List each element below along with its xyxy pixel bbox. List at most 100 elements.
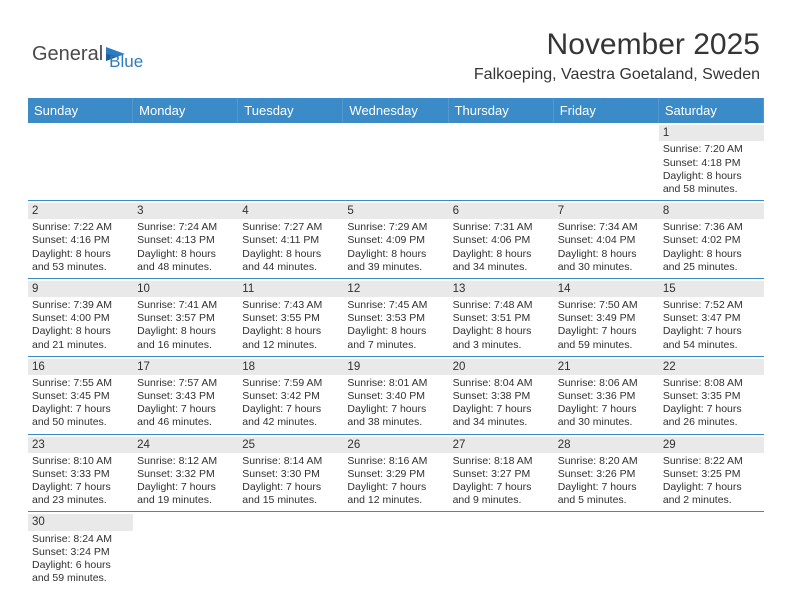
daylight-text: Daylight: 7 hours and 54 minutes. <box>663 325 760 351</box>
sunset-text: Sunset: 3:47 PM <box>663 312 760 325</box>
sunset-text: Sunset: 4:00 PM <box>32 312 129 325</box>
sunset-text: Sunset: 4:02 PM <box>663 234 760 247</box>
calendar-cell: 8 Sunrise: 7:36 AMSunset: 4:02 PMDaylight… <box>659 201 764 278</box>
day-header: Wednesday <box>343 98 448 123</box>
sunrise-text: Sunrise: 8:20 AM <box>558 455 655 468</box>
day-number: 5 <box>343 203 448 219</box>
sunset-text: Sunset: 4:18 PM <box>663 157 760 170</box>
sunrise-text: Sunrise: 7:57 AM <box>137 377 234 390</box>
day-number: 28 <box>554 437 659 453</box>
daylight-text: Daylight: 7 hours and 59 minutes. <box>558 325 655 351</box>
daylight-text: Daylight: 8 hours and 21 minutes. <box>32 325 129 351</box>
calendar-cell: 28Sunrise: 8:20 AMSunset: 3:26 PMDayligh… <box>554 435 659 512</box>
calendar-cell: 13Sunrise: 7:48 AMSunset: 3:51 PMDayligh… <box>449 279 554 356</box>
sunrise-text: Sunrise: 8:18 AM <box>453 455 550 468</box>
daylight-text: Daylight: 8 hours and 25 minutes. <box>663 248 760 274</box>
daylight-text: Daylight: 7 hours and 34 minutes. <box>453 403 550 429</box>
week-row: 2Sunrise: 7:22 AMSunset: 4:16 PMDaylight… <box>28 201 764 279</box>
calendar-cell: 14Sunrise: 7:50 AMSunset: 3:49 PMDayligh… <box>554 279 659 356</box>
day-number: 9 <box>28 281 133 297</box>
sunrise-text: Sunrise: 7:20 AM <box>663 143 760 156</box>
sunrise-text: Sunrise: 8:22 AM <box>663 455 760 468</box>
day-number: 12 <box>343 281 448 297</box>
sunset-text: Sunset: 3:40 PM <box>347 390 444 403</box>
day-number: 26 <box>343 437 448 453</box>
sunrise-text: Sunrise: 7:22 AM <box>32 221 129 234</box>
brand-part1: General <box>32 43 103 66</box>
day-number: 6 <box>449 203 554 219</box>
sunrise-text: Sunrise: 7:52 AM <box>663 299 760 312</box>
daylight-text: Daylight: 8 hours and 7 minutes. <box>347 325 444 351</box>
calendar-cell <box>28 123 133 200</box>
sunset-text: Sunset: 3:53 PM <box>347 312 444 325</box>
sunrise-text: Sunrise: 7:48 AM <box>453 299 550 312</box>
day-header: Sunday <box>28 98 133 123</box>
daylight-text: Daylight: 8 hours and 44 minutes. <box>242 248 339 274</box>
day-number: 2 <box>28 203 133 219</box>
sunset-text: Sunset: 4:09 PM <box>347 234 444 247</box>
sunset-text: Sunset: 3:49 PM <box>558 312 655 325</box>
sunrise-text: Sunrise: 7:45 AM <box>347 299 444 312</box>
sunset-text: Sunset: 4:11 PM <box>242 234 339 247</box>
daylight-text: Daylight: 8 hours and 3 minutes. <box>453 325 550 351</box>
calendar-cell: 3Sunrise: 7:24 AMSunset: 4:13 PMDaylight… <box>133 201 238 278</box>
sunset-text: Sunset: 3:32 PM <box>137 468 234 481</box>
calendar-cell: 29Sunrise: 8:22 AMSunset: 3:25 PMDayligh… <box>659 435 764 512</box>
day-header: Friday <box>554 98 659 123</box>
calendar-cell <box>238 512 343 589</box>
calendar-cell: 7Sunrise: 7:34 AMSunset: 4:04 PMDaylight… <box>554 201 659 278</box>
calendar-cell <box>554 512 659 589</box>
calendar-cell: 24Sunrise: 8:12 AMSunset: 3:32 PMDayligh… <box>133 435 238 512</box>
sunset-text: Sunset: 3:55 PM <box>242 312 339 325</box>
daylight-text: Daylight: 7 hours and 2 minutes. <box>663 481 760 507</box>
sunset-text: Sunset: 3:29 PM <box>347 468 444 481</box>
day-number: 8 <box>659 203 764 219</box>
sunrise-text: Sunrise: 8:01 AM <box>347 377 444 390</box>
title-block: November 2025 Falkoeping, Vaestra Goetal… <box>474 28 760 84</box>
day-header: Saturday <box>659 98 764 123</box>
week-row: 16Sunrise: 7:55 AMSunset: 3:45 PMDayligh… <box>28 357 764 435</box>
day-number: 18 <box>238 359 343 375</box>
calendar-cell <box>343 123 448 200</box>
sunrise-text: Sunrise: 7:36 AM <box>663 221 760 234</box>
sunrise-text: Sunrise: 8:16 AM <box>347 455 444 468</box>
week-row: 23Sunrise: 8:10 AMSunset: 3:33 PMDayligh… <box>28 435 764 513</box>
sunset-text: Sunset: 3:33 PM <box>32 468 129 481</box>
brand-part2: Blue <box>109 52 143 72</box>
sunrise-text: Sunrise: 8:24 AM <box>32 533 129 546</box>
daylight-text: Daylight: 7 hours and 38 minutes. <box>347 403 444 429</box>
sunset-text: Sunset: 4:06 PM <box>453 234 550 247</box>
daylight-text: Daylight: 7 hours and 42 minutes. <box>242 403 339 429</box>
daylight-text: Daylight: 8 hours and 34 minutes. <box>453 248 550 274</box>
calendar-cell: 2Sunrise: 7:22 AMSunset: 4:16 PMDaylight… <box>28 201 133 278</box>
brand-logo: General Blue <box>32 36 143 72</box>
daylight-text: Daylight: 8 hours and 39 minutes. <box>347 248 444 274</box>
daylight-text: Daylight: 8 hours and 48 minutes. <box>137 248 234 274</box>
week-row: 30Sunrise: 8:24 AMSunset: 3:24 PMDayligh… <box>28 512 764 589</box>
day-number: 23 <box>28 437 133 453</box>
sunset-text: Sunset: 3:25 PM <box>663 468 760 481</box>
day-number: 17 <box>133 359 238 375</box>
day-number: 7 <box>554 203 659 219</box>
day-number: 21 <box>554 359 659 375</box>
calendar-cell: 12 Sunrise: 7:45 AMSunset: 3:53 PMDayligh… <box>343 279 448 356</box>
calendar-cell: 26 Sunrise: 8:16 AMSunset: 3:29 PMDayligh… <box>343 435 448 512</box>
sunrise-text: Sunrise: 7:43 AM <box>242 299 339 312</box>
calendar-cell <box>238 123 343 200</box>
daylight-text: Daylight: 7 hours and 12 minutes. <box>347 481 444 507</box>
calendar-cell: 11Sunrise: 7:43 AMSunset: 3:55 PMDayligh… <box>238 279 343 356</box>
day-number: 14 <box>554 281 659 297</box>
calendar-cell <box>343 512 448 589</box>
daylight-text: Daylight: 7 hours and 19 minutes. <box>137 481 234 507</box>
calendar-cell: 25Sunrise: 8:14 AMSunset: 3:30 PMDayligh… <box>238 435 343 512</box>
sunset-text: Sunset: 4:13 PM <box>137 234 234 247</box>
daylight-text: Daylight: 6 hours and 59 minutes. <box>32 559 129 585</box>
calendar-cell: 15Sunrise: 7:52 AMSunset: 3:47 PMDayligh… <box>659 279 764 356</box>
calendar-cell: 19Sunrise: 8:01 AMSunset: 3:40 PMDayligh… <box>343 357 448 434</box>
sunset-text: Sunset: 3:57 PM <box>137 312 234 325</box>
calendar-cell: 20Sunrise: 8:04 AMSunset: 3:38 PMDayligh… <box>449 357 554 434</box>
daylight-text: Daylight: 7 hours and 23 minutes. <box>32 481 129 507</box>
daylight-text: Daylight: 8 hours and 16 minutes. <box>137 325 234 351</box>
sunset-text: Sunset: 3:42 PM <box>242 390 339 403</box>
sunrise-text: Sunrise: 7:39 AM <box>32 299 129 312</box>
